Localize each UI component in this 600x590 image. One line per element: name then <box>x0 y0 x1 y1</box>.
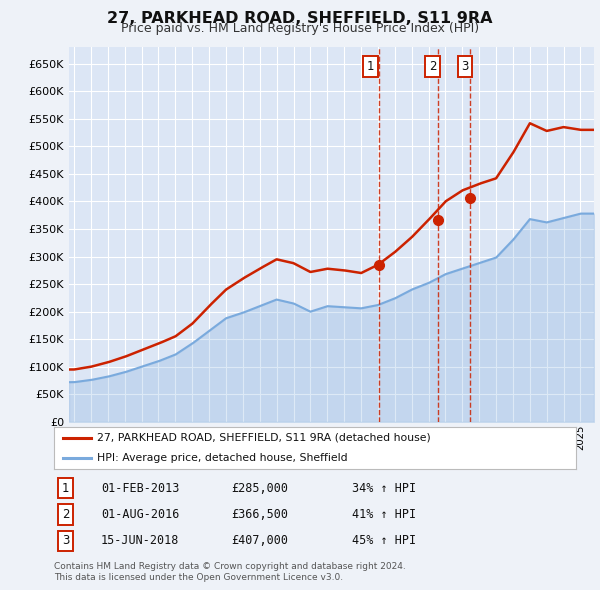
Text: 3: 3 <box>62 535 69 548</box>
Text: 27, PARKHEAD ROAD, SHEFFIELD, S11 9RA: 27, PARKHEAD ROAD, SHEFFIELD, S11 9RA <box>107 11 493 25</box>
Text: HPI: Average price, detached house, Sheffield: HPI: Average price, detached house, Shef… <box>97 453 347 463</box>
Text: £407,000: £407,000 <box>232 535 289 548</box>
Text: 2: 2 <box>428 60 436 73</box>
Text: 01-FEB-2013: 01-FEB-2013 <box>101 481 179 494</box>
Text: £366,500: £366,500 <box>232 508 289 521</box>
Text: 2: 2 <box>62 508 69 521</box>
Text: 27, PARKHEAD ROAD, SHEFFIELD, S11 9RA (detached house): 27, PARKHEAD ROAD, SHEFFIELD, S11 9RA (d… <box>97 432 431 442</box>
Text: 3: 3 <box>461 60 469 73</box>
Text: 45% ↑ HPI: 45% ↑ HPI <box>352 535 416 548</box>
Text: 1: 1 <box>367 60 374 73</box>
Text: Contains HM Land Registry data © Crown copyright and database right 2024.
This d: Contains HM Land Registry data © Crown c… <box>54 562 406 582</box>
Text: 41% ↑ HPI: 41% ↑ HPI <box>352 508 416 521</box>
Text: 1: 1 <box>62 481 69 494</box>
Text: Price paid vs. HM Land Registry's House Price Index (HPI): Price paid vs. HM Land Registry's House … <box>121 22 479 35</box>
Text: 15-JUN-2018: 15-JUN-2018 <box>101 535 179 548</box>
Text: 01-AUG-2016: 01-AUG-2016 <box>101 508 179 521</box>
Text: 34% ↑ HPI: 34% ↑ HPI <box>352 481 416 494</box>
Text: £285,000: £285,000 <box>232 481 289 494</box>
